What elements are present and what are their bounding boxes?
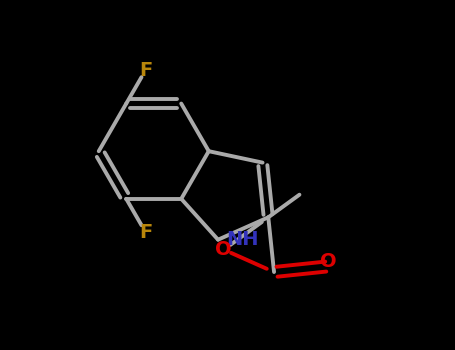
- Text: F: F: [139, 223, 152, 241]
- Text: F: F: [139, 61, 152, 80]
- Text: NH: NH: [226, 230, 258, 249]
- Text: O: O: [216, 240, 232, 259]
- Text: O: O: [320, 252, 337, 271]
